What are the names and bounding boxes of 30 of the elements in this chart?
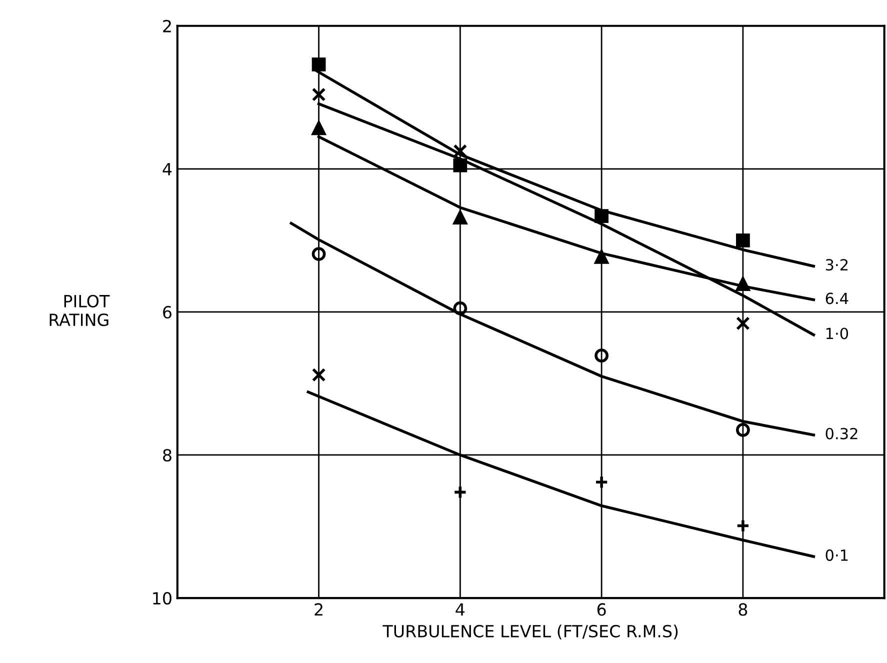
y-tick-label: 6 bbox=[163, 306, 172, 319]
y-axis-title: PILOT RATING bbox=[50, 294, 110, 326]
y-tick-label: 10 bbox=[153, 592, 172, 605]
point bbox=[453, 210, 468, 224]
series-label: 0.32 bbox=[826, 428, 858, 440]
point bbox=[312, 58, 326, 72]
x-tick-label: 2 bbox=[314, 603, 322, 616]
point bbox=[453, 158, 468, 172]
point bbox=[312, 121, 326, 136]
point bbox=[594, 348, 609, 363]
point bbox=[312, 247, 326, 261]
y-tick-label: 8 bbox=[163, 448, 172, 462]
y-tick-label: 4 bbox=[162, 163, 172, 176]
y-tick-label: 2 bbox=[163, 20, 171, 32]
series-label: 3·2 bbox=[826, 259, 848, 271]
point bbox=[736, 423, 750, 437]
point bbox=[312, 88, 326, 102]
point bbox=[736, 233, 750, 248]
x-tick-label: 8 bbox=[738, 603, 748, 616]
series-label: 0·1 bbox=[826, 549, 848, 561]
series-label: 6.4 bbox=[826, 292, 848, 304]
series-label: 1·0 bbox=[826, 328, 848, 340]
point bbox=[736, 316, 750, 330]
point bbox=[594, 250, 609, 264]
x-axis-title: TURBULENCE LEVEL (FT/SEC R.M.S) bbox=[382, 624, 678, 640]
point bbox=[453, 144, 468, 158]
point bbox=[453, 301, 468, 316]
point bbox=[312, 368, 326, 382]
x-tick-label: 4 bbox=[456, 603, 465, 616]
x-tick-label: 6 bbox=[597, 603, 606, 616]
